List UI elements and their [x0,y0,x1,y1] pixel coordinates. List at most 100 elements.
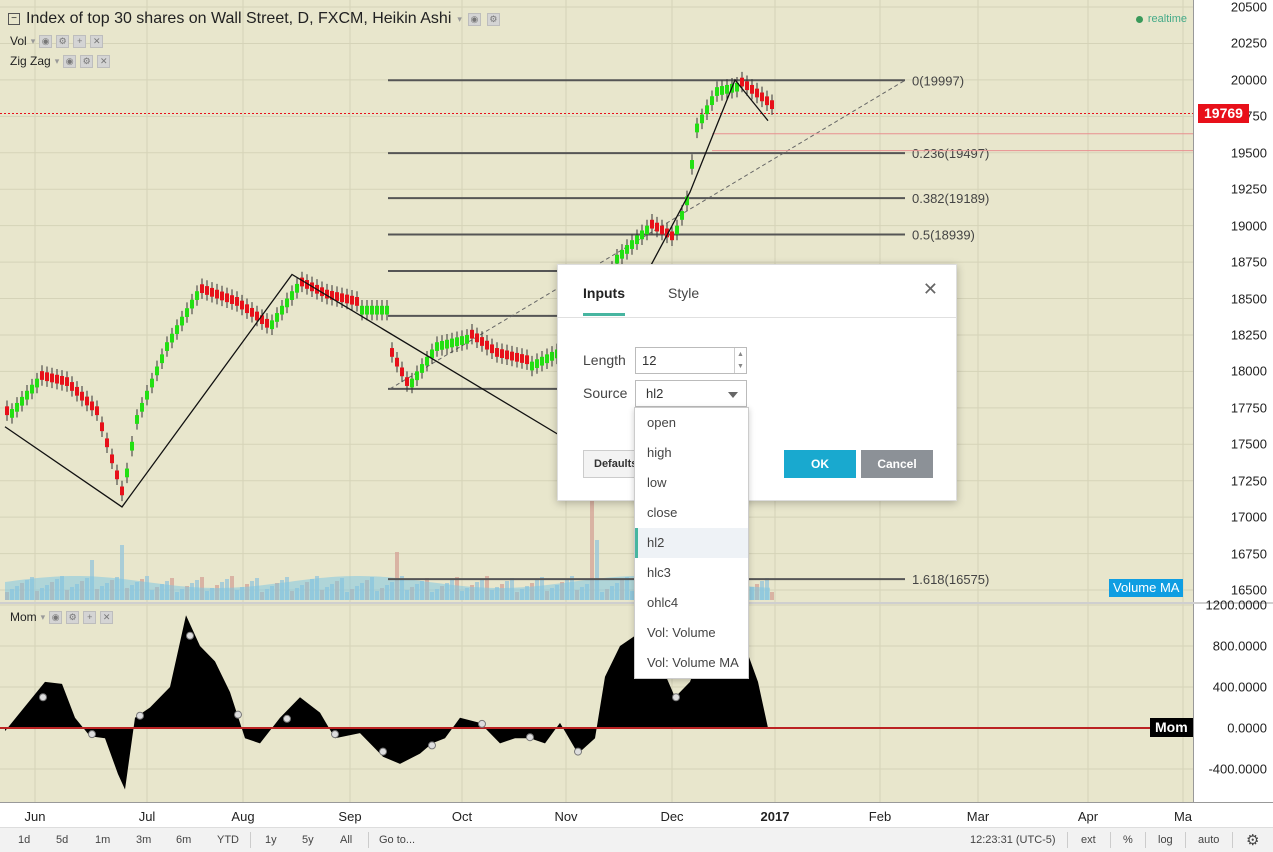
auto-toggle[interactable]: auto [1198,834,1220,846]
legend-label-mom[interactable]: Mom [10,610,37,624]
legend-label-vol[interactable]: Vol [10,34,27,48]
candle-body [545,354,549,364]
legend-label-zigzag[interactable]: Zig Zag [10,54,51,68]
range-6m[interactable]: 6m [176,834,192,846]
log-toggle[interactable]: log [1158,834,1173,846]
chevron-down-icon[interactable]: ▾ [457,13,462,24]
percent-toggle[interactable]: % [1123,834,1133,846]
candle-body [65,377,69,386]
price-tick-label: 19500 [1230,145,1267,161]
candle-body [85,396,89,406]
chevron-down-icon[interactable]: ▾ [30,35,36,46]
eye-icon[interactable]: ◉ [49,610,63,624]
candle-body [635,235,639,245]
time-tick-label: Dec [660,809,684,824]
candle-body [110,454,114,464]
candle-body [755,88,759,98]
collapse-icon[interactable]: − [8,13,20,25]
chevron-down-icon[interactable]: ▾ [54,55,60,66]
ok-button[interactable]: OK [784,450,856,478]
range-5d[interactable]: 5d [56,834,69,846]
source-option-high[interactable]: high [647,445,672,460]
range-1y[interactable]: 1y [265,834,277,846]
candle-body [505,350,509,360]
range-1d[interactable]: 1d [18,834,31,846]
candle-body [425,356,429,366]
candle-body [705,105,709,115]
candle-body [160,354,164,364]
range-all[interactable]: All [340,834,353,846]
range-1m[interactable]: 1m [95,834,111,846]
candle-body [750,84,754,94]
source-option-ohlc4[interactable]: ohlc4 [647,595,679,610]
close-icon[interactable]: ✕ [922,279,938,299]
candle-body [250,307,254,317]
stepper-up-icon[interactable]: ▲ [737,350,744,358]
candle-body [135,415,139,424]
close-icon[interactable]: ✕ [100,610,114,624]
plus-icon[interactable]: + [73,34,87,48]
momentum-chart-svg[interactable] [0,604,1193,802]
bottom-toolbar: 1d 5d 1m 3m 6m YTD 1y 5y All Go to... 12… [0,827,1273,852]
cancel-button[interactable]: Cancel [861,450,933,478]
defaults-button[interactable]: Defaults [583,450,639,478]
source-option-low[interactable]: low [647,475,667,490]
candle-body [765,96,769,106]
source-option-vol-volume-ma[interactable]: Vol: Volume MA [647,655,739,670]
source-option-hlc3[interactable]: hlc3 [647,565,671,580]
stepper-down-icon[interactable]: ▼ [737,363,744,371]
plus-icon[interactable]: + [83,610,97,624]
source-select[interactable]: hl2 [635,380,747,407]
candle-body [40,371,44,380]
pivot-marker [526,733,534,742]
candle-body [50,373,54,383]
eye-icon[interactable]: ◉ [63,54,77,68]
source-option-open[interactable]: open [647,415,676,430]
close-icon[interactable]: ✕ [90,34,104,48]
candle-body [685,196,689,206]
momentum-tick-label: -400.0000 [1208,761,1267,777]
range-3m[interactable]: 3m [136,834,152,846]
candle-body [720,86,724,95]
price-chart-pane[interactable]: 0(19997) 0.236(19497) 0.382(19189) 0.5(1893… [0,0,1193,602]
price-tick-label: 19000 [1230,218,1267,234]
gear-icon[interactable]: ⚙ [66,610,80,624]
ext-toggle[interactable]: ext [1081,834,1096,846]
candle-body [255,311,259,321]
close-icon[interactable]: ✕ [97,54,111,68]
candle-body [670,231,674,241]
tab-style[interactable]: Style [668,285,700,301]
range-ytd[interactable]: YTD [217,834,239,846]
indicator-settings-dialog: Inputs Style ✕ Length 12 ▲ ▼ Source hl2 … [557,264,957,501]
source-option-hl2[interactable]: hl2 [635,528,748,558]
candle-body [150,378,154,388]
goto-button[interactable]: Go to... [379,834,416,846]
gear-icon[interactable]: ⚙ [80,54,94,68]
candle-body [440,341,444,350]
price-chart-svg[interactable]: 0(19997) 0.236(19497) 0.382(19189) 0.5(1893… [0,0,1193,602]
momentum-axis[interactable]: 1200.0000 800.0000 400.0000 0.0000 -400.0000 [1193,598,1273,802]
gear-icon[interactable]: ⚙ [1246,832,1260,849]
chevron-down-icon[interactable]: ▾ [40,611,46,622]
time-axis[interactable]: Jun Jul Aug Sep Oct Nov Dec 2017 Feb Mar Apr Ma [0,802,1273,827]
candle-body [30,384,34,394]
candle-body [130,441,134,451]
source-option-close[interactable]: close [647,505,678,520]
tab-inputs[interactable]: Inputs [583,285,625,316]
eye-icon[interactable]: ◉ [39,34,53,48]
candle-body [480,337,484,346]
momentum-pane[interactable]: Mom ▾ ◉ ⚙ + ✕ [0,604,1193,802]
length-input[interactable]: 12 [635,347,747,374]
gear-icon[interactable]: ⚙ [486,12,500,26]
candle-body [180,316,184,326]
candle-body [100,422,104,432]
eye-icon[interactable]: ◉ [467,12,481,26]
range-5y[interactable]: 5y [302,834,314,846]
gear-icon[interactable]: ⚙ [56,34,70,48]
length-stepper[interactable]: ▲ ▼ [734,348,746,373]
source-option-vol-volume[interactable]: Vol: Volume [647,625,716,640]
price-axis[interactable]: 2050020250200001975019500192501900018750… [1193,0,1273,602]
symbol-title[interactable]: Index of top 30 shares on Wall Street, D… [26,10,452,27]
clock-timezone[interactable]: 12:23:31 (UTC-5) [970,834,1056,846]
chevron-down-icon[interactable] [728,392,738,398]
